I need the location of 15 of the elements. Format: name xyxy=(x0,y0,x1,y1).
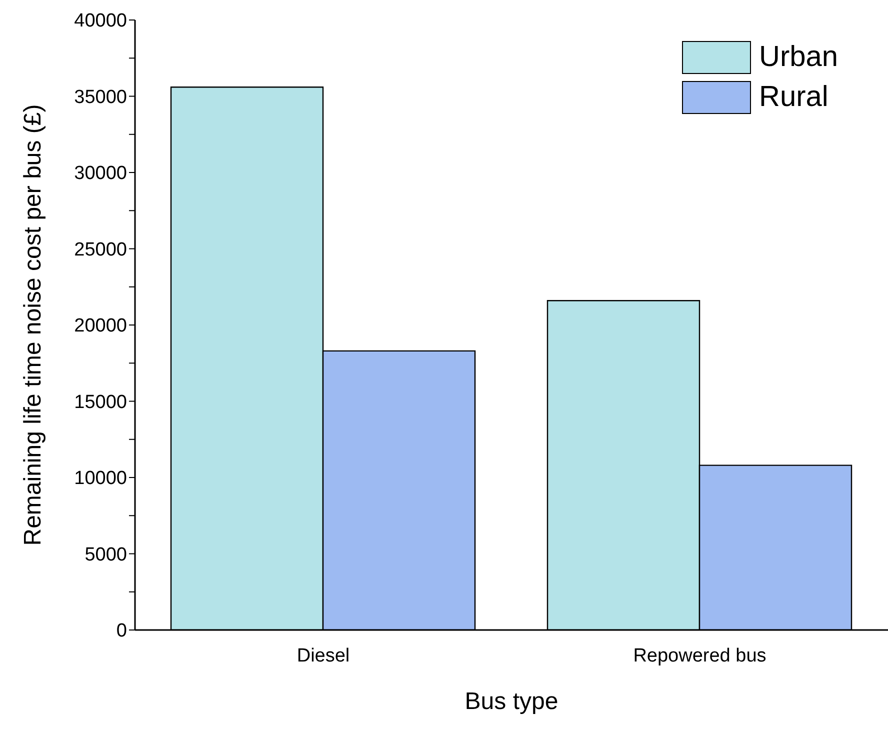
y-tick-label: 5000 xyxy=(84,544,127,566)
y-tick-label: 15000 xyxy=(74,392,127,413)
x-tick-label: Diesel xyxy=(296,645,350,666)
y-tick-label: 35000 xyxy=(74,86,127,108)
y-axis-title: Remaining life time noise cost per bus (£) xyxy=(20,104,47,546)
y-tick-label: 30000 xyxy=(74,163,127,184)
y-tick-label: 0 xyxy=(116,620,127,642)
x-tick-label: Repowered bus xyxy=(633,645,766,666)
y-tick-label: 10000 xyxy=(74,468,127,490)
legend-label: Rural xyxy=(759,81,828,114)
y-tick-label: 25000 xyxy=(74,239,127,260)
x-axis-title: Bus type xyxy=(464,688,558,715)
legend-label: Urban xyxy=(759,41,838,74)
y-tick-label: 40000 xyxy=(74,10,127,32)
y-tick-label: 20000 xyxy=(74,316,127,337)
